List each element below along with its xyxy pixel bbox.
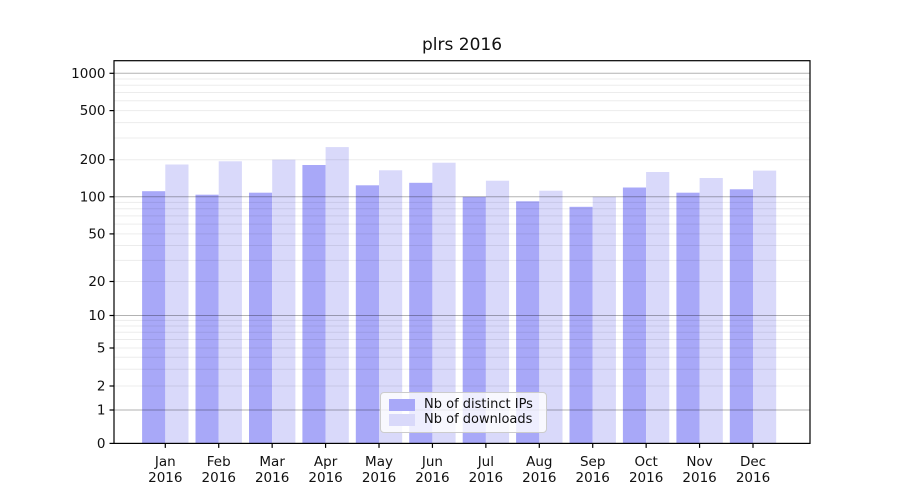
- bar-mar-downloads: [272, 159, 296, 444]
- y-tick-label-10: 10: [88, 308, 105, 324]
- y-tick-label-50: 50: [88, 226, 105, 242]
- legend-entry-downloads: Nb of downloads: [389, 413, 538, 427]
- chart-title: plrs 2016: [421, 35, 503, 55]
- x-tick-label-dec: Dec 2016: [736, 454, 770, 486]
- bar-jul-downloads: [485, 180, 510, 444]
- legend-label-downloads: Nb of downloads: [424, 412, 533, 427]
- bar-jun-distinct-ips: [409, 182, 433, 444]
- bar-jul-distinct-ips: [462, 196, 486, 444]
- bar-may-distinct-ips: [355, 185, 379, 444]
- y-tick-label-0: 0: [97, 436, 106, 452]
- y-tick-label-20: 20: [88, 274, 105, 290]
- bar-apr-downloads: [325, 147, 349, 444]
- y-tick-label-5: 5: [97, 341, 106, 357]
- bar-dec-downloads: [753, 170, 777, 444]
- bar-jan-downloads: [165, 164, 189, 444]
- bar-dec-distinct-ips: [729, 189, 753, 444]
- y-tick-label-1: 1: [97, 403, 106, 419]
- bar-may-downloads: [379, 170, 403, 444]
- x-tick-label-apr: Apr 2016: [308, 454, 342, 486]
- bar-jan-distinct-ips: [142, 191, 166, 444]
- y-tick-label-500: 500: [80, 103, 106, 119]
- legend-swatch-distinct-ips: [389, 399, 415, 411]
- x-tick-label-aug: Aug 2016: [522, 454, 556, 486]
- x-tick-label-feb: Feb 2016: [202, 454, 236, 486]
- x-tick-label-jun: Jun 2016: [415, 454, 449, 486]
- x-tick-label-sep: Sep 2016: [576, 454, 610, 486]
- legend-entry-distinct-ips: Nb of distinct IPs: [389, 398, 538, 412]
- x-tick-label-jul: Jul 2016: [469, 454, 503, 486]
- axes-box: [113, 60, 811, 445]
- x-tick-label-oct: Oct 2016: [629, 454, 663, 486]
- bar-oct-downloads: [646, 172, 670, 444]
- x-tick-label-mar: Mar 2016: [255, 454, 289, 486]
- bar-oct-distinct-ips: [622, 187, 647, 444]
- y-tick-label-200: 200: [80, 152, 106, 168]
- legend-swatch-downloads: [389, 414, 415, 426]
- bar-aug-distinct-ips: [516, 201, 540, 444]
- bar-mar-distinct-ips: [249, 192, 273, 444]
- bar-sep-downloads: [592, 196, 616, 444]
- y-tick-label-1000: 1000: [71, 66, 105, 82]
- y-tick-label-2: 2: [97, 379, 106, 395]
- bar-nov-distinct-ips: [676, 192, 700, 444]
- legend-label-distinct-ips: Nb of distinct IPs: [424, 397, 533, 412]
- bar-apr-distinct-ips: [302, 165, 326, 444]
- bar-nov-downloads: [699, 178, 723, 444]
- bar-feb-distinct-ips: [195, 194, 219, 444]
- bar-sep-distinct-ips: [569, 206, 593, 444]
- legend: Nb of distinct IPs Nb of downloads: [380, 392, 547, 433]
- bar-jun-downloads: [432, 162, 456, 444]
- bar-aug-downloads: [539, 190, 563, 444]
- x-tick-label-jan: Jan 2016: [148, 454, 182, 486]
- x-tick-label-nov: Nov 2016: [682, 454, 716, 486]
- y-tick-label-100: 100: [80, 189, 106, 205]
- x-tick-label-may: May 2016: [362, 454, 396, 486]
- bar-feb-downloads: [218, 161, 242, 444]
